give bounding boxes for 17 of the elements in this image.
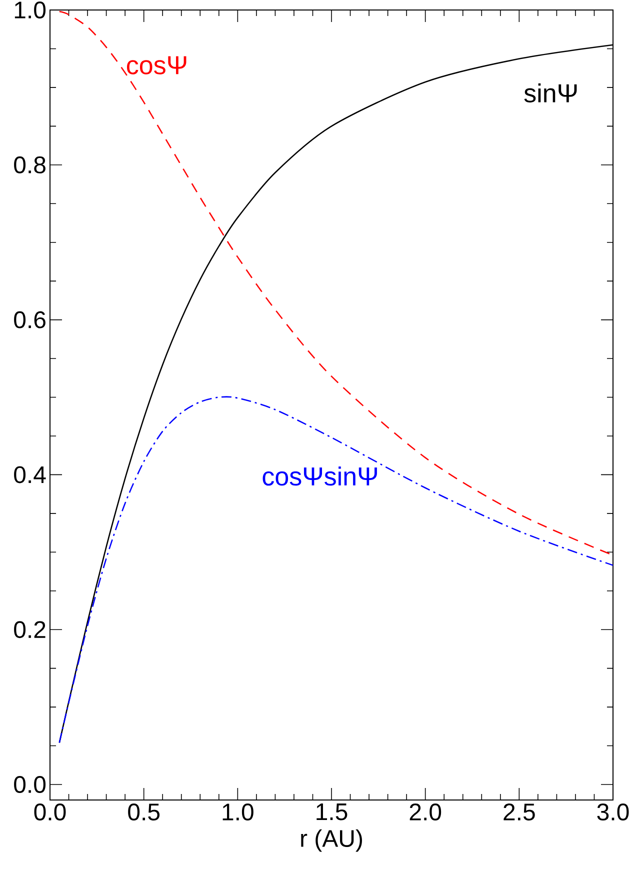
y-tick-label: 0.0 bbox=[14, 776, 46, 794]
y-tick-label: 0.2 bbox=[14, 621, 46, 638]
legend-label: sinΨ bbox=[524, 83, 577, 102]
x-tick-label: 2.5 bbox=[504, 804, 535, 821]
y-tick-label: 0.6 bbox=[14, 311, 46, 328]
x-axis-title: r (AU) bbox=[301, 829, 362, 852]
x-tick-label: 1.0 bbox=[222, 804, 254, 821]
x-tick-label: 3.0 bbox=[597, 804, 629, 821]
y-tick-label: 0.8 bbox=[14, 156, 46, 174]
y-tick-label: 1.0 bbox=[14, 1, 46, 18]
x-tick-label: 2.0 bbox=[410, 804, 442, 821]
series-label: cosΨsinΨ bbox=[262, 466, 377, 486]
y-tick-label: 0.4 bbox=[14, 466, 46, 484]
x-tick-label: 1.5 bbox=[316, 804, 348, 820]
x-tick-label: 0.0 bbox=[34, 804, 66, 821]
series-label: cosΨ bbox=[126, 56, 186, 74]
x-tick-label: 0.5 bbox=[128, 804, 160, 821]
